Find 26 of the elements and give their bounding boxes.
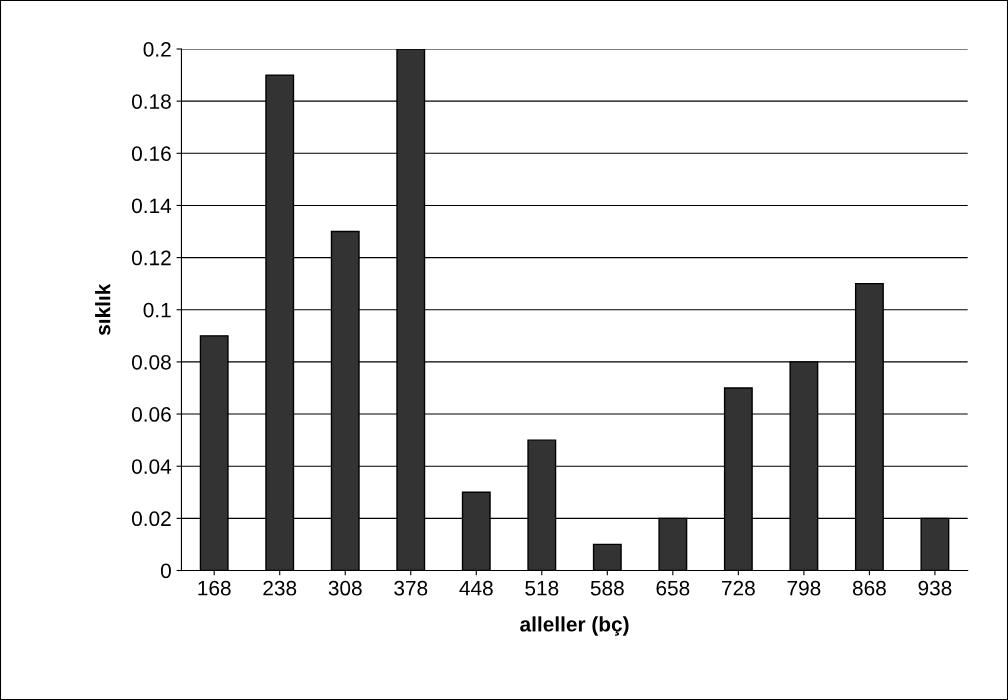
x-tick-label: 728 xyxy=(722,580,755,596)
y-axis-title: sıklık xyxy=(95,283,111,336)
y-tick-label: 0.1 xyxy=(143,302,171,318)
x-tick-label: 168 xyxy=(198,580,231,596)
y-tick-label: 0.02 xyxy=(131,511,171,527)
y-tick-label: 0 xyxy=(160,563,171,579)
y-tick-label: 0.08 xyxy=(131,354,171,370)
y-tick-label: 0.14 xyxy=(131,198,172,214)
x-tick-label: 238 xyxy=(263,580,297,596)
x-tick-label: 798 xyxy=(787,580,821,596)
x-tick-label: 658 xyxy=(656,580,690,596)
bar xyxy=(592,543,622,571)
x-tick-label: 518 xyxy=(525,580,559,596)
x-tick-label: 308 xyxy=(328,580,362,596)
x-axis-title: alleller (bç) xyxy=(520,616,629,636)
x-tick-label: 868 xyxy=(852,580,886,596)
y-tick-label: 0.16 xyxy=(131,146,171,162)
y-tick-label: 0.18 xyxy=(131,94,171,109)
x-tick-label: 588 xyxy=(590,580,624,596)
x-tick-label: 938 xyxy=(918,580,952,596)
y-tick-label: 0.12 xyxy=(131,250,171,266)
y-tick-label: 0.04 xyxy=(131,459,172,474)
y-tick-label: 0.06 xyxy=(131,407,171,422)
x-tick-label: 378 xyxy=(394,580,428,596)
y-tick-label: 0.2 xyxy=(143,42,171,57)
x-tick-label: 448 xyxy=(459,580,493,596)
